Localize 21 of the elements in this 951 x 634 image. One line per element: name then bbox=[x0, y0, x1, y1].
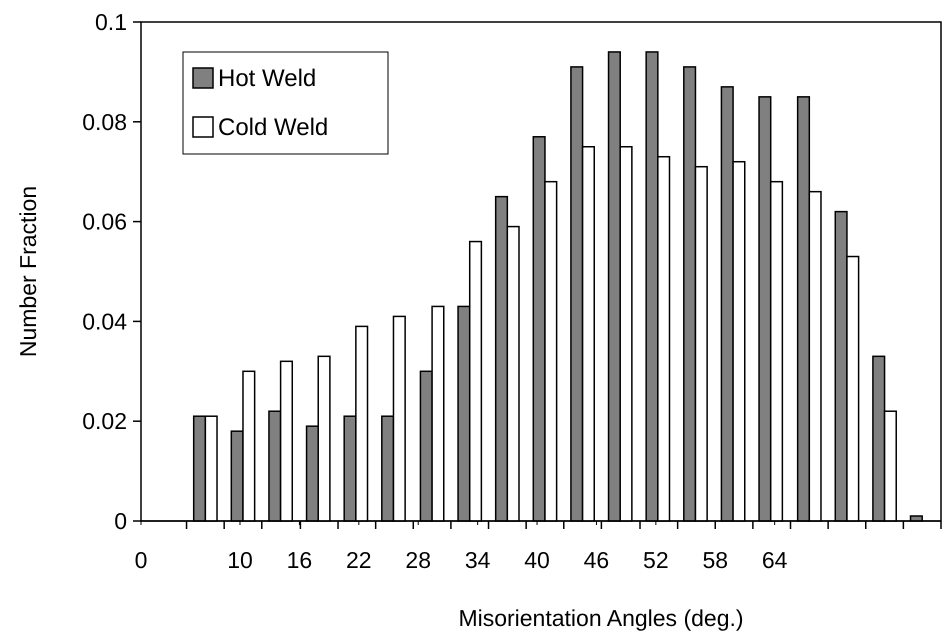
x-tick-label: 40 bbox=[524, 547, 550, 573]
y-tick-label: 0.1 bbox=[95, 9, 127, 35]
y-axis-title: Number Fraction bbox=[15, 186, 41, 358]
x-tick-label: 22 bbox=[346, 547, 372, 573]
x-tick-label: 28 bbox=[405, 547, 432, 573]
x-tick-label: 46 bbox=[584, 547, 610, 573]
x-tick-label: 34 bbox=[464, 547, 491, 573]
x-tick-label: 52 bbox=[643, 547, 669, 573]
legend-label: Cold Weld bbox=[218, 114, 328, 141]
y-tick-label: 0.04 bbox=[82, 308, 128, 334]
x-axis-title: Misorientation Angles (deg.) bbox=[458, 605, 744, 631]
y-tick-label: 0.08 bbox=[82, 108, 127, 135]
x-tick-label: 0 bbox=[134, 547, 148, 573]
x-tick-label: 58 bbox=[702, 547, 728, 573]
x-tick-label: 16 bbox=[286, 547, 312, 573]
y-tick-label: 0.02 bbox=[82, 408, 127, 434]
y-tick-label: 0.06 bbox=[82, 208, 127, 235]
x-tick-label: 10 bbox=[227, 547, 253, 573]
x-tick-label: 64 bbox=[762, 547, 788, 573]
y-tick-label: 0 bbox=[114, 508, 127, 534]
legend-label: Hot Weld bbox=[218, 65, 316, 92]
